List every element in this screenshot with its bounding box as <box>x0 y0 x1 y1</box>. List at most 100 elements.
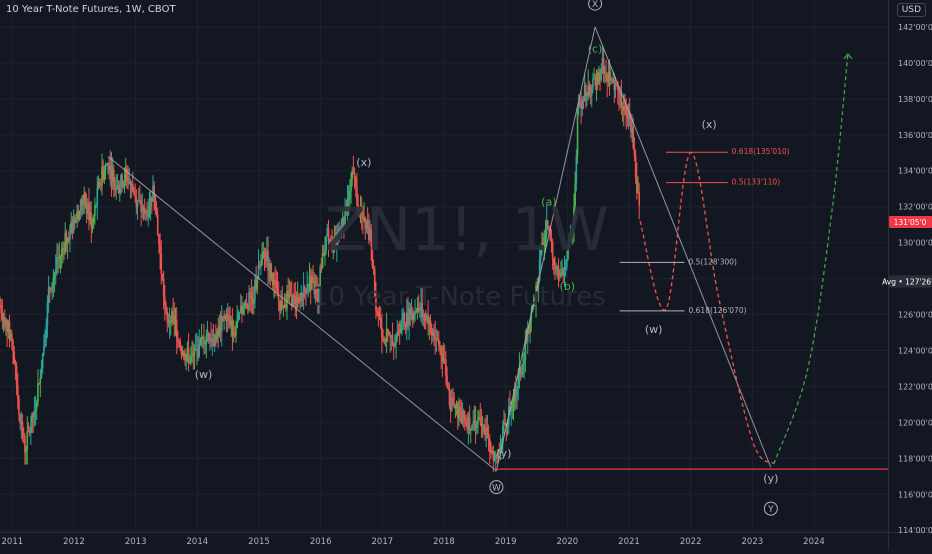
candle-body <box>636 178 638 193</box>
x-tick-label: 2013 <box>125 537 147 547</box>
candle-body <box>247 306 249 310</box>
candle-body <box>118 188 121 194</box>
candle-body <box>401 319 403 325</box>
candle-body <box>271 272 274 286</box>
candle-body <box>456 403 459 419</box>
candle-body <box>224 315 227 319</box>
candle-body <box>560 272 562 277</box>
candle-body <box>358 210 361 214</box>
candle-body <box>194 349 197 351</box>
candle-body <box>130 184 133 186</box>
y-tick-label: 136'00'0 <box>898 131 932 140</box>
candle-body <box>365 221 368 229</box>
candle-body <box>32 412 35 418</box>
candle-body <box>216 330 218 341</box>
candle-body <box>571 229 574 233</box>
candle-body <box>545 220 548 235</box>
candle-body <box>127 176 129 183</box>
candle-body <box>149 196 152 208</box>
candle-body <box>557 266 560 276</box>
candle-body <box>19 414 21 424</box>
candle-body <box>155 210 158 216</box>
candle-body <box>516 387 518 396</box>
candle-body <box>114 187 116 191</box>
candle-body <box>301 292 304 298</box>
candle-body <box>187 347 190 364</box>
currency-badge[interactable]: USD <box>896 3 926 17</box>
candle-body <box>494 454 497 459</box>
candle-body <box>548 226 550 228</box>
candle-body <box>108 162 110 173</box>
candle-body <box>561 268 563 273</box>
candle-body <box>403 313 406 323</box>
candle-body <box>598 72 600 84</box>
candle-body <box>288 295 291 298</box>
candle-body <box>309 275 312 291</box>
candle-body <box>407 312 409 325</box>
candle-body <box>250 295 253 299</box>
candle-body <box>523 360 525 364</box>
wave-label: (w) <box>645 323 663 336</box>
candle-body <box>269 263 272 280</box>
candle-body <box>391 335 394 346</box>
candle-body <box>551 241 554 259</box>
candle-body <box>65 232 68 244</box>
candle-body <box>67 237 70 241</box>
fib-level-label: 0.5(133'110) <box>732 178 781 187</box>
candle-body <box>487 437 490 439</box>
candle-body <box>262 251 265 259</box>
candle-body <box>499 448 502 451</box>
fib-level-label: 0.5(128'300) <box>689 257 738 266</box>
candle-body <box>373 268 376 298</box>
candle-body <box>75 218 77 223</box>
candle-body <box>468 417 471 431</box>
candle-body <box>606 77 608 82</box>
candle-body <box>376 310 378 312</box>
candle-body <box>164 297 166 306</box>
candle-body <box>229 315 231 326</box>
candle-body <box>82 198 84 205</box>
candle-body <box>120 175 122 189</box>
candle-body <box>15 365 18 386</box>
candle-body <box>455 403 458 406</box>
price-badge: 131'05'0 <box>889 215 932 228</box>
candle-body <box>324 250 326 257</box>
candle-body <box>464 417 466 423</box>
x-tick-label: 2019 <box>495 537 517 547</box>
y-tick-label: 126'00'0 <box>898 311 932 320</box>
candle-body <box>45 325 48 340</box>
candle-body <box>40 367 43 379</box>
candle-body <box>18 398 20 415</box>
wave-label: (y) <box>496 447 511 460</box>
candle-body <box>544 234 547 238</box>
candle-body <box>59 256 62 258</box>
candle-body <box>88 202 90 221</box>
candle-body <box>57 257 59 259</box>
candle-body <box>275 282 278 288</box>
candle-body <box>52 277 55 283</box>
candle-body <box>333 236 336 240</box>
candle-body <box>524 340 527 361</box>
candle-body <box>445 359 447 376</box>
candle-body <box>471 425 473 430</box>
candle-body <box>185 354 187 361</box>
candle-body <box>295 304 298 308</box>
candle-body <box>537 280 540 290</box>
candle-body <box>201 336 204 338</box>
candle-body <box>417 307 420 311</box>
candle-body <box>618 90 620 96</box>
candle-body <box>347 197 350 201</box>
candle-body <box>613 79 616 90</box>
candle-body <box>280 300 282 311</box>
wave-line <box>495 26 596 472</box>
candle-body <box>21 422 24 435</box>
candle-body <box>249 292 252 296</box>
y-tick-label: 138'00'0 <box>898 95 932 104</box>
candle-body <box>150 196 153 202</box>
candle-body <box>26 431 29 451</box>
y-tick-label: 130'00'0 <box>898 239 932 248</box>
candle-body <box>177 338 179 342</box>
candle-body <box>479 417 482 419</box>
candle-body <box>133 191 135 196</box>
